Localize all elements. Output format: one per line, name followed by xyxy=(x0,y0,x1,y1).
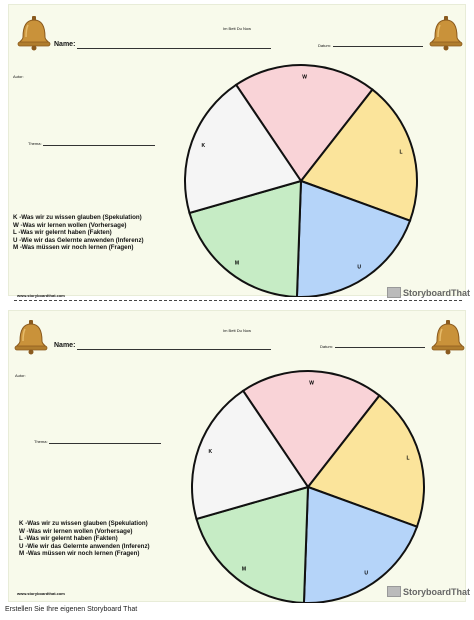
pie-segment-m xyxy=(195,485,310,603)
name-label: Name: xyxy=(54,342,76,349)
bell-icon xyxy=(429,16,463,51)
footer-url: www.storyboardthat.com xyxy=(17,293,65,298)
bell-icon xyxy=(14,320,48,355)
legend-line-u: U -Wie wir das Gelernte anwenden (Infere… xyxy=(13,236,144,244)
cut-line xyxy=(14,300,462,301)
legend-line-u: U -Wie wir das Gelernte anwenden (Infere… xyxy=(19,542,150,550)
author-label: Autor: xyxy=(15,373,26,378)
pie-label-u: U xyxy=(364,571,368,577)
pie-label-m: M xyxy=(242,566,246,572)
legend-line-k: K -Was wir zu wissen glauben (Spekulatio… xyxy=(19,520,148,527)
kwl-pie-diagram: W L U M K xyxy=(184,64,418,297)
topic-label: Thema: xyxy=(34,439,48,444)
worksheet-bottom: Im Bett Du Now Name: Datum: Autor: Thema… xyxy=(8,310,470,603)
pie-segment-w xyxy=(234,64,374,183)
kwl-pie-diagram: W L U M K xyxy=(191,370,425,603)
pie-label-m: M xyxy=(235,260,239,266)
legend-line-k: K -Was wir zu wissen glauben (Spekulatio… xyxy=(13,214,142,221)
pie-label-u: U xyxy=(357,265,361,271)
pie-label-w: W xyxy=(302,74,307,80)
pie-segment-l xyxy=(306,394,425,528)
storyboardthat-brand: StoryboardThat xyxy=(387,586,470,597)
legend-line-w: W -Was wir lernen wollen (Vorhersage) xyxy=(19,527,133,535)
storyboardthat-brand: StoryboardThat xyxy=(387,287,470,298)
worksheet-top: Im Bett Du Now Name: Datum: Autor: Thema… xyxy=(8,4,470,298)
bell-icon xyxy=(17,16,51,51)
pie-label-k: K xyxy=(201,143,205,149)
name-label: Name: xyxy=(54,41,76,48)
storyboardthat-logo-icon xyxy=(387,586,401,597)
name-field[interactable] xyxy=(77,349,271,350)
topic-field[interactable] xyxy=(43,145,155,146)
pie-segment-k xyxy=(191,389,310,521)
kwl-legend: K -Was wir zu wissen glauben (Spekulatio… xyxy=(19,520,150,558)
pie-segment-u xyxy=(302,485,419,603)
legend-line-l: L -Was wir gelernt haben (Fakten) xyxy=(13,229,112,237)
storyboardthat-logo-icon xyxy=(387,287,401,298)
pie-label-k: K xyxy=(208,449,212,455)
worksheet-title: Im Bett Du Now xyxy=(223,26,252,31)
footer-url: www.storyboardthat.com xyxy=(17,591,65,596)
pie-segment-k xyxy=(184,83,303,215)
date-label: Datum: xyxy=(318,43,331,48)
pie-label-l: L xyxy=(406,456,409,462)
worksheet-title: Im Bett Du Now xyxy=(223,328,252,333)
date-field[interactable] xyxy=(333,46,423,47)
pie-segment-u xyxy=(295,179,412,297)
caption: Erstellen Sie Ihre eigenen Storyboard Th… xyxy=(5,606,138,613)
bell-icon xyxy=(431,320,465,355)
pie-label-l: L xyxy=(399,150,402,156)
pie-label-w: W xyxy=(309,380,314,386)
date-field[interactable] xyxy=(335,347,425,348)
pie-segment-w xyxy=(241,370,381,489)
legend-line-l: L -Was wir gelernt haben (Fakten) xyxy=(19,535,118,543)
name-field[interactable] xyxy=(77,48,271,49)
legend-line-m: M -Was müssen wir noch lernen (Fragen) xyxy=(13,244,134,252)
date-label: Datum: xyxy=(320,344,333,349)
author-label: Autor: xyxy=(13,74,24,79)
topic-field[interactable] xyxy=(49,443,161,444)
kwl-legend: K -Was wir zu wissen glauben (Spekulatio… xyxy=(13,214,144,252)
pie-segment-l xyxy=(299,88,418,222)
brand-text: StoryboardThat xyxy=(403,287,471,298)
legend-line-m: M -Was müssen wir noch lernen (Fragen) xyxy=(19,550,140,558)
topic-label: Thema: xyxy=(28,141,42,146)
legend-line-w: W -Was wir lernen wollen (Vorhersage) xyxy=(13,221,127,229)
pie-segment-m xyxy=(188,179,303,297)
brand-text: StoryboardThat xyxy=(403,586,471,597)
